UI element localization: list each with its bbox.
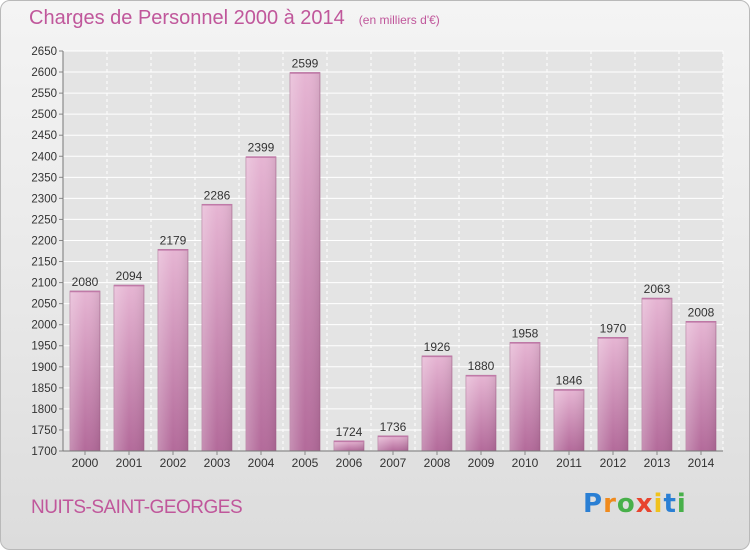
bar-shading [378,435,408,451]
y-tick-label: 2150 [31,257,57,269]
y-tick-label: 1850 [31,383,57,395]
y-tick-label: 1900 [31,362,57,374]
bar-shading [686,321,716,451]
bar-shading [114,285,144,451]
y-tick-label: 1800 [31,404,57,416]
bar-shading [642,298,672,451]
x-tick-label: 2012 [600,456,627,470]
data-label: 1846 [556,374,583,388]
bar-layer [69,72,717,452]
y-tick-label: 1700 [31,446,57,458]
proxiti-logo: Proxiti [583,489,687,519]
data-label: 1736 [380,420,407,434]
x-tick-label: 2013 [644,456,671,470]
bar-shading [598,337,628,451]
y-tick-label: 2400 [31,151,57,163]
data-label: 2080 [72,275,99,289]
logo-letter: o [616,489,636,519]
title-text: Charges de Personnel 2000 à 2014 [29,7,345,29]
x-tick-label: 2010 [512,456,539,470]
data-label: 2399 [248,141,275,155]
bar-shading [334,440,364,451]
data-label: 2599 [292,56,319,70]
data-label: 2008 [688,305,715,319]
y-tick-label: 2450 [31,130,57,142]
x-tick-label: 2000 [72,456,99,470]
bar-shading [422,355,452,451]
bar-shading [290,72,320,451]
y-tick-label: 2000 [31,320,57,332]
y-tick-label: 1950 [31,341,57,353]
data-label: 2179 [160,233,187,247]
x-tick-label: 2004 [248,456,275,470]
bar-shading [554,389,584,451]
data-label: 2063 [644,282,671,296]
data-label: 2094 [116,269,143,283]
logo-letter: r [603,489,617,519]
x-tick-label: 2014 [688,456,715,470]
data-label: 1926 [424,340,451,354]
bar-shading [202,204,232,451]
y-tick-label: 2250 [31,214,57,226]
bar-shading [466,375,496,451]
y-tick-label: 2050 [31,299,57,311]
x-tick-label: 2001 [116,456,143,470]
y-tick-label: 2650 [31,46,57,58]
y-tick-label: 2350 [31,172,57,184]
y-tick-label: 2500 [31,109,57,121]
x-tick-label: 2002 [160,456,187,470]
bar-shading [246,156,276,451]
y-tick-label: 2200 [31,235,57,247]
y-tick-label: 2100 [31,278,57,290]
chart-subtitle: (en milliers d'€) [358,13,440,27]
logo-letter: t [663,489,677,519]
x-tick-label: 2003 [204,456,231,470]
y-tick-label: 2300 [31,193,57,205]
data-label: 1970 [600,321,627,335]
label-layer: 2080 2094 2179 2286 2399 2599 1724 1736 1926 1880… [72,56,715,438]
data-label: 1880 [468,359,495,373]
logo-letter: x [635,489,654,519]
y-tick-label: 1750 [31,425,57,437]
x-tick-label: 2008 [424,456,451,470]
logo-letter: i [676,489,687,519]
chart-title: Charges de Personnel 2000 à 2014 (en mill… [29,7,440,30]
x-tick-label: 2005 [292,456,319,470]
data-label: 1958 [512,326,539,340]
x-tick-label: 2011 [556,456,582,470]
logo-letter: P [583,489,604,519]
x-tick-label: 2009 [468,456,495,470]
y-tick-label: 2550 [31,88,57,100]
bar-shading [70,291,100,451]
data-label: 1724 [336,425,363,439]
x-tick-label: 2006 [336,456,363,470]
bar-shading [158,249,188,451]
bar-shading [510,342,540,451]
y-tick-label: 2600 [31,67,57,79]
axis-layer: 1700 1750 1800 1850 1900 1950 2000 2050 2100 2150… [31,46,723,470]
location-name: NUITS-SAINT-GEORGES [31,497,243,518]
logo-letter: i [653,489,664,519]
data-label: 2286 [204,188,231,202]
x-tick-label: 2007 [380,456,407,470]
